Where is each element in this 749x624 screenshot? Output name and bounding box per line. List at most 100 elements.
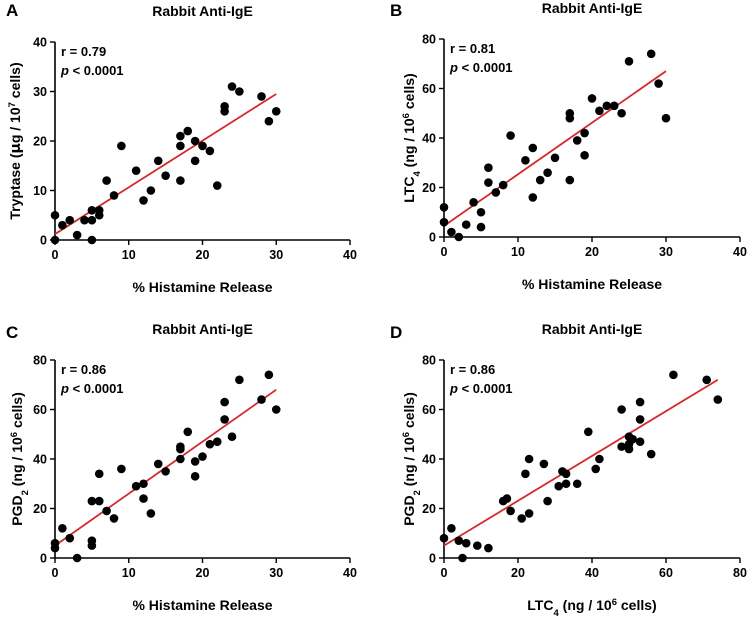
data-point xyxy=(554,481,563,491)
data-point xyxy=(205,439,215,449)
data-point xyxy=(561,469,571,479)
data-point xyxy=(65,215,75,225)
x-tick-label: 10 xyxy=(122,248,136,262)
data-point xyxy=(50,543,60,553)
x-tick-label: 40 xyxy=(343,566,357,580)
y-tick-label: 60 xyxy=(422,403,436,417)
data-point xyxy=(528,193,538,202)
data-point xyxy=(220,415,229,424)
data-point xyxy=(517,514,526,523)
data-point xyxy=(439,203,449,212)
data-point xyxy=(198,452,207,461)
data-point xyxy=(176,131,185,141)
data-point xyxy=(176,442,185,451)
data-point xyxy=(484,543,493,553)
data-point xyxy=(58,220,67,230)
y-tick-label: 40 xyxy=(33,36,47,50)
p-value: p < 0.0001 xyxy=(60,381,124,396)
data-point xyxy=(220,397,229,407)
data-point xyxy=(176,454,185,464)
x-tick-label: 40 xyxy=(343,248,357,262)
x-tick-label: 30 xyxy=(269,566,283,580)
data-point xyxy=(609,101,619,111)
data-point xyxy=(212,437,222,446)
y-axis-label: PGD2 (ng / 106 cells) xyxy=(9,392,31,526)
data-point xyxy=(646,449,656,459)
data-point xyxy=(87,235,97,245)
data-point xyxy=(617,442,626,451)
y-tick-label: 0 xyxy=(429,552,436,566)
data-point xyxy=(506,131,515,140)
data-point xyxy=(198,141,207,151)
y-axis-label: Tryptase (μg / 107 cells) xyxy=(7,62,25,219)
y-tick-label: 80 xyxy=(33,354,47,368)
panel-c: C Rabbit Anti-IgE 0 10 20 30 40 0 20 40 60 80 % Hist… xyxy=(6,321,357,613)
data-point xyxy=(458,553,467,563)
data-point xyxy=(461,220,471,229)
data-point xyxy=(635,437,645,446)
data-point xyxy=(109,514,119,523)
data-point xyxy=(271,107,281,116)
data-point xyxy=(87,496,97,506)
data-point xyxy=(447,227,456,237)
data-point xyxy=(227,432,237,442)
data-point xyxy=(117,464,126,474)
x-tick-label: 20 xyxy=(511,566,525,580)
data-point xyxy=(205,146,215,156)
chart-title: Rabbit Anti-IgE xyxy=(152,3,253,19)
x-tick-label: 0 xyxy=(52,566,59,580)
data-point xyxy=(235,87,244,96)
data-point xyxy=(190,136,200,146)
data-point xyxy=(190,156,200,166)
data-point xyxy=(153,156,163,166)
y-tick-label: 40 xyxy=(422,453,436,467)
x-tick-label: 40 xyxy=(585,566,599,580)
x-tick-label: 0 xyxy=(52,248,59,262)
data-point xyxy=(146,509,156,518)
data-point xyxy=(227,82,237,91)
data-point xyxy=(102,176,111,185)
x-axis-label: LTC4 (ng / 106 cells) xyxy=(527,597,656,619)
data-point xyxy=(176,176,185,185)
y-tick-label: 20 xyxy=(422,502,436,516)
data-point xyxy=(447,524,456,533)
data-point xyxy=(139,196,148,205)
regression-line xyxy=(54,93,277,235)
data-point xyxy=(550,153,560,163)
y-tick-label: 0 xyxy=(429,231,436,245)
data-point xyxy=(661,113,671,123)
y-tick-label: 20 xyxy=(33,502,47,516)
data-point xyxy=(561,479,571,489)
data-point xyxy=(654,79,663,88)
x-axis-label: % Histamine Release xyxy=(132,279,272,295)
data-point xyxy=(506,506,515,516)
data-point xyxy=(72,553,82,563)
data-point xyxy=(454,536,464,545)
data-point xyxy=(461,538,471,548)
x-tick-label: 10 xyxy=(122,566,136,580)
data-point xyxy=(484,178,493,187)
data-point xyxy=(257,92,266,101)
y-tick-label: 0 xyxy=(40,234,47,248)
y-tick-label: 80 xyxy=(422,33,436,47)
data-point xyxy=(146,186,156,195)
data-point xyxy=(235,375,244,385)
y-tick-label: 10 xyxy=(33,184,47,198)
data-point xyxy=(94,206,104,215)
data-point xyxy=(528,143,538,153)
panel-letter: A xyxy=(6,1,18,20)
data-point xyxy=(491,188,501,197)
data-point xyxy=(153,459,163,469)
regression-line xyxy=(443,70,667,227)
data-point xyxy=(646,49,656,59)
data-point xyxy=(702,375,711,385)
p-value: p < 0.0001 xyxy=(449,60,513,75)
data-point xyxy=(183,126,193,136)
data-point xyxy=(220,102,229,111)
data-point xyxy=(521,469,530,479)
data-point xyxy=(572,136,582,145)
panel-letter: D xyxy=(390,323,402,342)
data-point xyxy=(94,496,104,506)
data-point xyxy=(502,494,512,503)
